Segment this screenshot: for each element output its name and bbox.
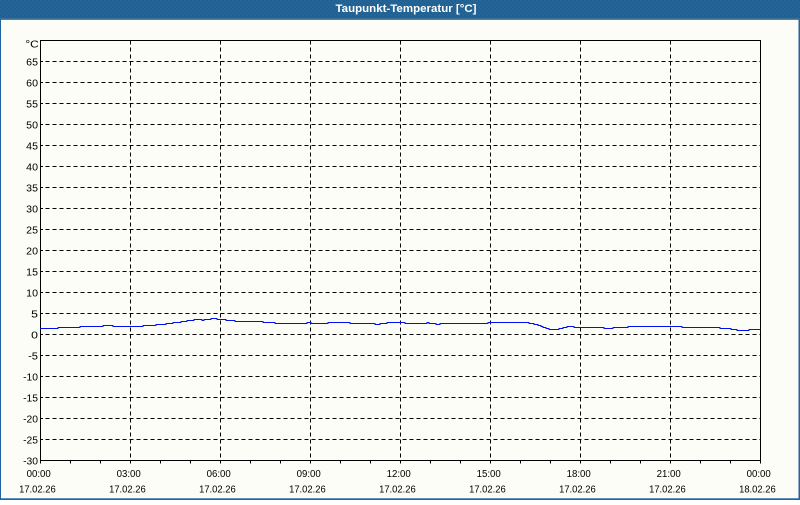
svg-text:40: 40	[26, 163, 38, 174]
svg-text:50: 50	[26, 121, 38, 132]
svg-text:-20: -20	[23, 415, 38, 426]
svg-text:5: 5	[31, 310, 38, 321]
svg-text:06:00: 06:00	[207, 469, 232, 480]
svg-text:-30: -30	[23, 457, 38, 468]
svg-text:17.02.26: 17.02.26	[649, 485, 686, 496]
svg-text:17.02.26: 17.02.26	[469, 485, 506, 496]
svg-text:18.02.26: 18.02.26	[739, 485, 776, 496]
svg-text:17.02.26: 17.02.26	[109, 485, 146, 496]
svg-text:35: 35	[26, 184, 38, 195]
svg-text:00:00: 00:00	[747, 469, 772, 480]
svg-text:12:00: 12:00	[387, 469, 412, 480]
svg-text:55: 55	[26, 100, 38, 111]
svg-text:0: 0	[31, 331, 38, 342]
svg-text:17.02.26: 17.02.26	[19, 485, 56, 496]
svg-text:09:00: 09:00	[297, 469, 322, 480]
svg-text:25: 25	[26, 226, 38, 237]
svg-text:17.02.26: 17.02.26	[379, 485, 416, 496]
svg-text:20: 20	[26, 247, 38, 258]
svg-text:00:00: 00:00	[27, 469, 52, 480]
svg-text:-15: -15	[23, 394, 38, 405]
svg-text:65: 65	[26, 58, 38, 69]
svg-text:30: 30	[26, 205, 38, 216]
svg-text:-10: -10	[23, 373, 38, 384]
svg-text:18:00: 18:00	[567, 469, 592, 480]
svg-text:Taupunkt-Temperatur [°C]: Taupunkt-Temperatur [°C]	[336, 3, 477, 15]
svg-text:15: 15	[26, 268, 38, 279]
svg-text:-25: -25	[23, 436, 38, 447]
svg-text:03:00: 03:00	[117, 469, 142, 480]
svg-text:17.02.26: 17.02.26	[289, 485, 326, 496]
svg-text:17.02.26: 17.02.26	[559, 485, 596, 496]
svg-text:°C: °C	[25, 40, 38, 51]
svg-text:10: 10	[26, 289, 38, 300]
svg-text:17.02.26: 17.02.26	[199, 485, 236, 496]
svg-text:-5: -5	[28, 352, 38, 363]
svg-text:60: 60	[26, 79, 38, 90]
svg-text:21:00: 21:00	[657, 469, 682, 480]
svg-text:15:00: 15:00	[477, 469, 502, 480]
svg-text:45: 45	[26, 142, 38, 153]
